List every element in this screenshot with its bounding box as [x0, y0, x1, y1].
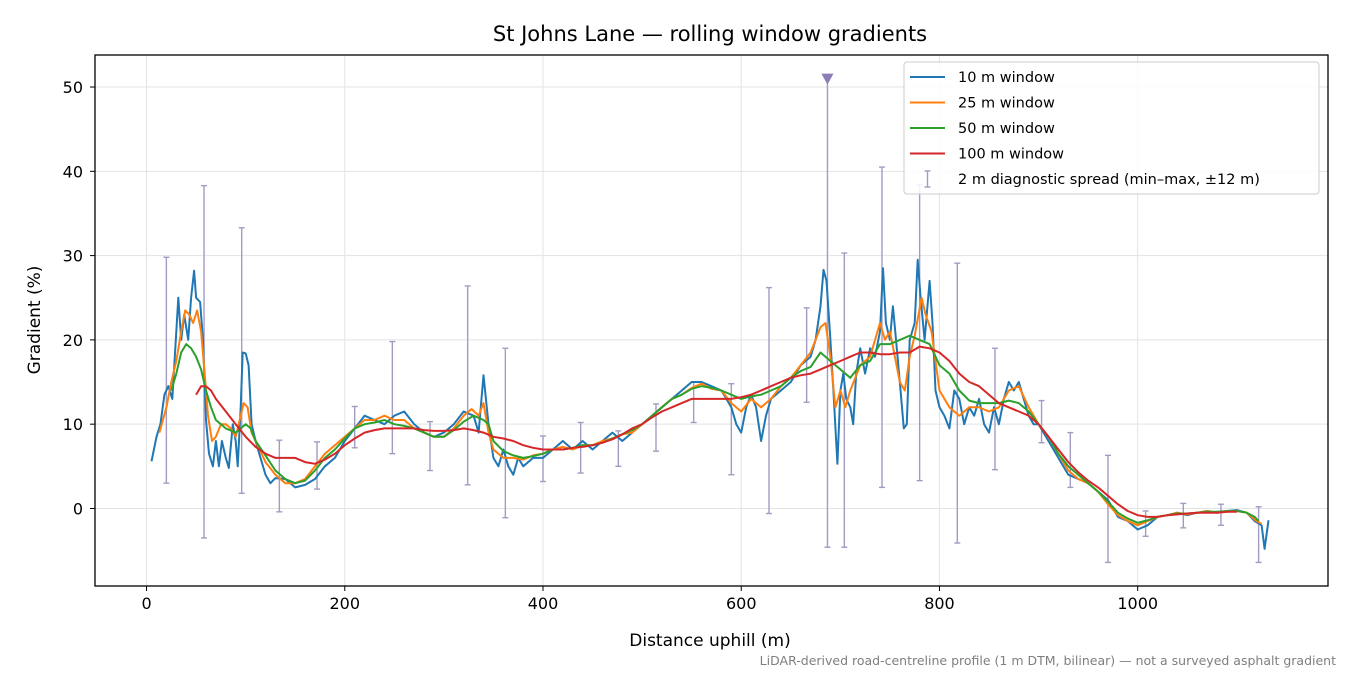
error-bar [1217, 503, 1224, 527]
error-bar [464, 285, 471, 486]
legend-item: 2 m diagnostic spread (min–max, ±12 m) [924, 170, 1260, 188]
legend-label: 10 m window [958, 70, 1055, 86]
legend-item: 25 m window [910, 96, 1055, 112]
y-tick-label: 50 [63, 78, 83, 97]
y-tick-label: 20 [63, 331, 83, 350]
error-bar [502, 347, 509, 519]
y-tick-label: 0 [73, 499, 83, 518]
error-bar [1067, 431, 1074, 489]
footnote: LiDAR-derived road-centreline profile (1… [760, 653, 1336, 668]
error-bar [1180, 502, 1187, 529]
legend-item: 100 m window [910, 147, 1064, 163]
error-bar [163, 256, 170, 484]
x-axis-title: Distance uphill (m) [629, 631, 790, 651]
legend-box [903, 61, 1320, 195]
y-axis-title: Gradient (%) [25, 266, 45, 375]
chart-title: St Johns Lane — rolling window gradients [493, 22, 927, 46]
error-bar [389, 340, 396, 455]
series-line-10-m-window [150, 258, 1270, 550]
y-tick-label: 30 [63, 247, 83, 266]
x-tick-label: 400 [528, 594, 559, 613]
legend-item: 50 m window [910, 121, 1055, 137]
error-bar [1104, 454, 1111, 564]
error-bar [427, 420, 434, 472]
legend-label: 25 m window [958, 96, 1055, 112]
error-bar [1142, 510, 1149, 537]
x-tick-label: 600 [726, 594, 757, 613]
y-axis-ticks: 0 10 20 30 40 50 [63, 78, 95, 518]
error-bar [314, 441, 321, 490]
series-line-50-m-window [170, 334, 1260, 524]
error-bar [803, 307, 810, 403]
x-tick-label: 0 [141, 594, 151, 613]
legend-item: 10 m window [910, 70, 1055, 86]
error-bar [954, 262, 961, 544]
error-bar [841, 252, 848, 548]
series-line-100-m-window [195, 345, 1237, 518]
y-tick-label: 10 [63, 415, 83, 434]
legend-label: 2 m diagnostic spread (min–max, ±12 m) [958, 172, 1260, 188]
plot-area-frame [94, 54, 1329, 587]
error-bar [1038, 399, 1045, 444]
series-lines [150, 258, 1270, 550]
clip-markers [821, 73, 834, 85]
y-tick-label: 40 [63, 162, 83, 181]
legend-label: 50 m window [958, 121, 1055, 137]
legend-label: 100 m window [958, 147, 1064, 163]
x-axis-ticks: 0 200 400 600 800 1000 [141, 586, 1158, 613]
x-tick-label: 200 [329, 594, 360, 613]
error-bar [916, 184, 923, 482]
error-bar [276, 439, 283, 513]
error-bar [1255, 506, 1262, 564]
x-tick-label: 800 [924, 594, 955, 613]
clip-marker-triangle [821, 73, 834, 85]
legend: 10 m window 25 m window 50 m window 100 m w… [903, 61, 1320, 195]
error-bar [728, 383, 735, 476]
x-tick-label: 1000 [1117, 594, 1158, 613]
